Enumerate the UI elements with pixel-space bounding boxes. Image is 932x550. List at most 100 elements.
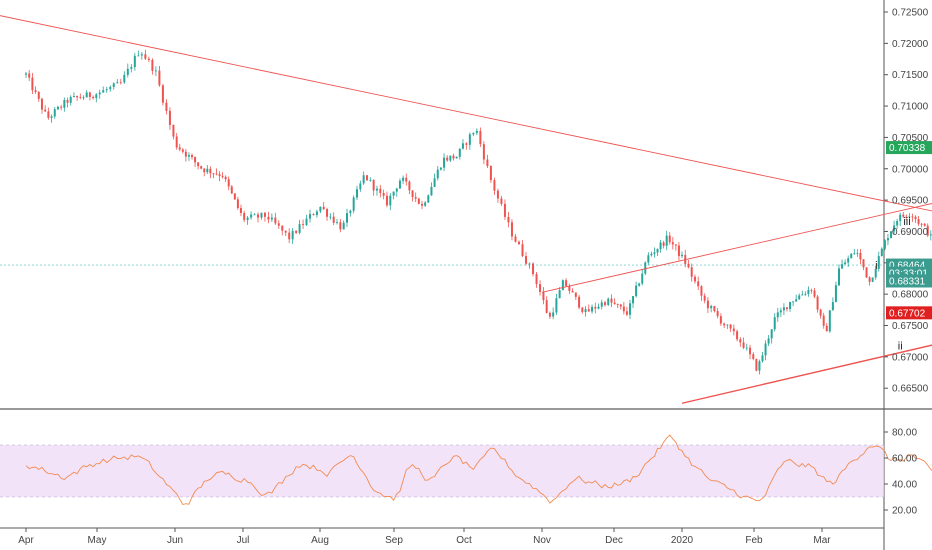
- resistance-trendline[interactable]: [0, 15, 932, 300]
- candle-body: [339, 222, 342, 230]
- candle-body: [834, 285, 837, 303]
- candle-body: [60, 106, 63, 108]
- candle-body: [66, 99, 69, 103]
- candle-body: [250, 214, 253, 218]
- price-tick-label: 0.70000: [892, 164, 929, 175]
- candle-body: [140, 54, 143, 56]
- price-tick-label: 0.68000: [892, 290, 929, 301]
- candle-body: [206, 168, 209, 173]
- candle-body: [184, 151, 187, 157]
- candle-body: [713, 306, 716, 312]
- candle-body: [356, 189, 358, 198]
- candle-body: [417, 198, 420, 204]
- candle-body: [644, 262, 647, 274]
- candle-body: [558, 290, 561, 299]
- channel-upper-line[interactable]: [541, 99, 932, 293]
- candle-body: [893, 225, 896, 232]
- candle-body: [69, 96, 72, 103]
- candle-body: [482, 144, 485, 160]
- candle-body: [123, 74, 126, 83]
- candle-body: [853, 253, 856, 255]
- candle-body: [465, 143, 468, 145]
- price-badge-label: 0.68464: [889, 261, 926, 272]
- time-tick-label: Apr: [18, 535, 34, 546]
- candle-body: [856, 252, 859, 254]
- price-tick-label: 0.69500: [892, 196, 929, 207]
- price-tick-label: 0.67500: [892, 321, 929, 332]
- candle-body: [874, 268, 877, 278]
- candle-body: [726, 324, 729, 326]
- candle-body: [449, 155, 452, 161]
- candle-body: [597, 306, 600, 309]
- candle-body: [908, 216, 911, 218]
- candle-body: [215, 173, 218, 175]
- candle-body: [789, 301, 792, 309]
- candle-body: [838, 268, 840, 286]
- candle-body: [56, 106, 59, 110]
- candle-body: [905, 216, 908, 218]
- candle-body: [752, 354, 755, 359]
- candle-body: [172, 125, 175, 137]
- candle-body: [638, 283, 641, 286]
- candle-body: [197, 162, 200, 167]
- candle-body: [920, 223, 923, 225]
- candle-body: [610, 298, 613, 303]
- candle-body: [288, 232, 291, 240]
- candle-body: [923, 223, 926, 226]
- candle-body: [349, 210, 352, 214]
- time-tick-label: Mar: [813, 535, 831, 546]
- oscillator-tick-label: 40.00: [892, 480, 917, 491]
- candle-body: [831, 302, 834, 311]
- candle-body: [72, 95, 75, 97]
- time-tick-label: Dec: [605, 535, 623, 546]
- candle-body: [168, 110, 171, 126]
- candle-body: [126, 68, 129, 75]
- time-tick-label: Jul: [237, 535, 250, 546]
- channel-lower-line[interactable]: [681, 225, 932, 404]
- candle-body: [34, 90, 37, 92]
- candle-body: [312, 214, 315, 216]
- candle-body: [31, 77, 34, 91]
- candle-body: [95, 94, 98, 99]
- candle-body: [865, 267, 868, 278]
- candle-body: [804, 293, 807, 295]
- candle-body: [277, 223, 280, 226]
- candle-body: [628, 303, 631, 315]
- candle-body: [461, 143, 464, 149]
- candle-body: [507, 216, 510, 223]
- candle-body: [267, 216, 270, 220]
- candle-body: [729, 324, 732, 329]
- candle-body: [525, 256, 528, 264]
- candle-body: [798, 295, 801, 300]
- candle-body: [281, 225, 284, 231]
- candle-body: [871, 277, 874, 282]
- candle-body: [298, 224, 301, 233]
- candle-body: [414, 197, 417, 199]
- price-tick-label: 0.70500: [892, 133, 929, 144]
- candle-body: [770, 329, 773, 339]
- candle-body: [336, 222, 339, 223]
- candle-body: [352, 197, 355, 211]
- candle-body: [896, 221, 899, 226]
- price-tick-label: 0.71500: [892, 70, 929, 81]
- candle-body: [158, 70, 161, 86]
- candlesticks: [25, 49, 932, 375]
- candle-body: [578, 296, 581, 308]
- candle-body: [493, 180, 496, 191]
- wave-label: ii: [898, 340, 903, 352]
- candle-body: [408, 181, 411, 191]
- candle-body: [243, 213, 246, 220]
- candle-body: [761, 355, 764, 362]
- oscillator-tick-label: 20.00: [892, 506, 917, 517]
- candle-body: [50, 116, 53, 118]
- time-tick-label: Jun: [167, 535, 183, 546]
- oscillator-band: [0, 445, 884, 497]
- candle-body: [315, 211, 318, 216]
- wave-label: i: [875, 260, 877, 272]
- oscillator-tick-label: 60.00: [892, 454, 917, 465]
- candle-body: [632, 296, 635, 304]
- candle-body: [568, 286, 571, 291]
- candle-body: [561, 280, 564, 291]
- candle-body: [674, 244, 677, 246]
